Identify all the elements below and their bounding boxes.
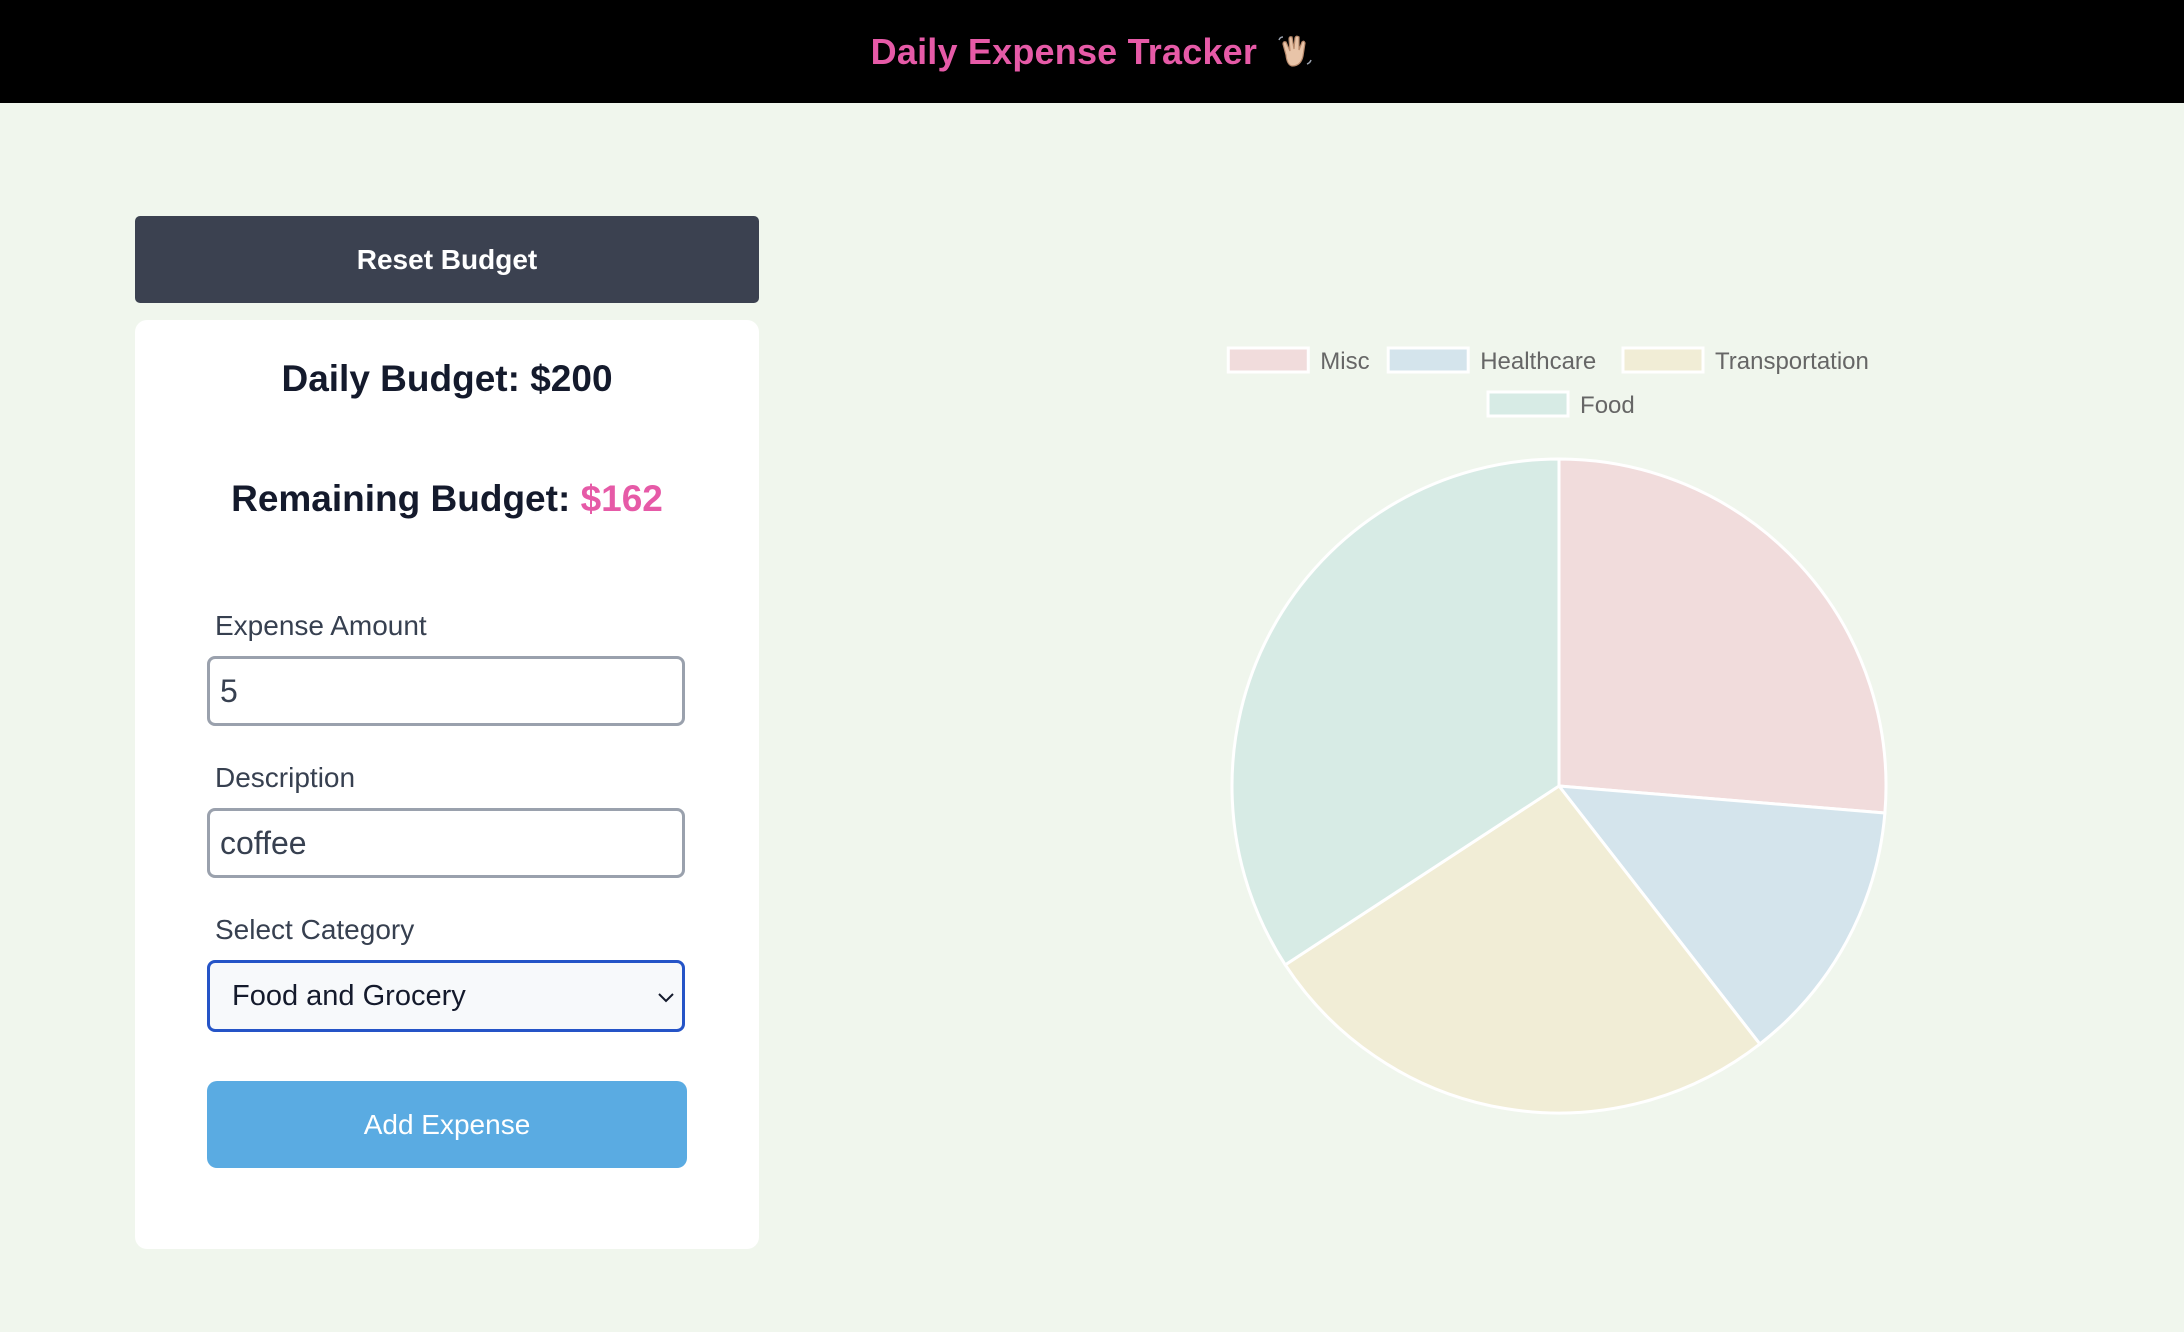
reset-budget-button[interactable]: Reset Budget bbox=[135, 216, 759, 303]
legend-swatch bbox=[1226, 346, 1310, 374]
pie-slice-healthcare[interactable] bbox=[1555, 784, 1887, 1047]
legend-label: Food bbox=[1580, 392, 1635, 419]
expense-amount-input[interactable] bbox=[207, 656, 685, 726]
legend-item-healthcare[interactable]: Healthcare bbox=[1386, 346, 1596, 375]
daily-budget: Daily Budget: $200 bbox=[135, 358, 759, 400]
legend-item-transportation[interactable]: Transportation bbox=[1621, 346, 1869, 375]
remaining-budget: Remaining Budget: $162 bbox=[135, 478, 759, 520]
add-expense-button[interactable]: Add Expense bbox=[207, 1081, 687, 1168]
legend-swatch bbox=[1486, 390, 1570, 418]
description-input[interactable] bbox=[207, 808, 685, 878]
budget-card: Daily Budget: $200 Remaining Budget: $16… bbox=[135, 320, 759, 1249]
legend-swatch bbox=[1621, 346, 1705, 374]
pie-slice-misc[interactable] bbox=[1557, 457, 1888, 815]
description-label: Description bbox=[215, 762, 356, 793]
select-category-label: Select Category bbox=[215, 914, 415, 945]
daily-budget-value: $200 bbox=[530, 358, 613, 399]
chevron-down-icon bbox=[658, 993, 674, 1003]
waving-hand-icon bbox=[1278, 35, 1313, 67]
app-header: Daily Expense Tracker bbox=[0, 0, 2184, 103]
expense-amount-label: Expense Amount bbox=[215, 610, 427, 641]
pie-slice-transportation[interactable] bbox=[1283, 783, 1762, 1115]
pie-slice-food[interactable] bbox=[1230, 457, 1561, 967]
legend-label: Misc bbox=[1320, 348, 1369, 375]
legend-label: Transportation bbox=[1715, 348, 1869, 375]
legend-item-food[interactable]: Food bbox=[1486, 390, 1635, 419]
remaining-budget-value: $162 bbox=[580, 478, 663, 519]
remaining-budget-label: Remaining Budget: bbox=[231, 478, 581, 519]
legend-swatch bbox=[1386, 346, 1470, 374]
app-title: Daily Expense Tracker bbox=[871, 31, 1314, 73]
category-select[interactable]: Food and Grocery bbox=[207, 960, 685, 1032]
legend-item-misc[interactable]: Misc bbox=[1226, 346, 1370, 375]
daily-budget-label: Daily Budget: bbox=[281, 358, 531, 399]
app-title-text: Daily Expense Tracker bbox=[870, 30, 1258, 72]
category-selected-value: Food and Grocery bbox=[232, 979, 466, 1012]
legend-label: Healthcare bbox=[1480, 348, 1596, 375]
expense-pie-chart: Misc Healthcare Transportation Food bbox=[1226, 346, 1888, 1115]
